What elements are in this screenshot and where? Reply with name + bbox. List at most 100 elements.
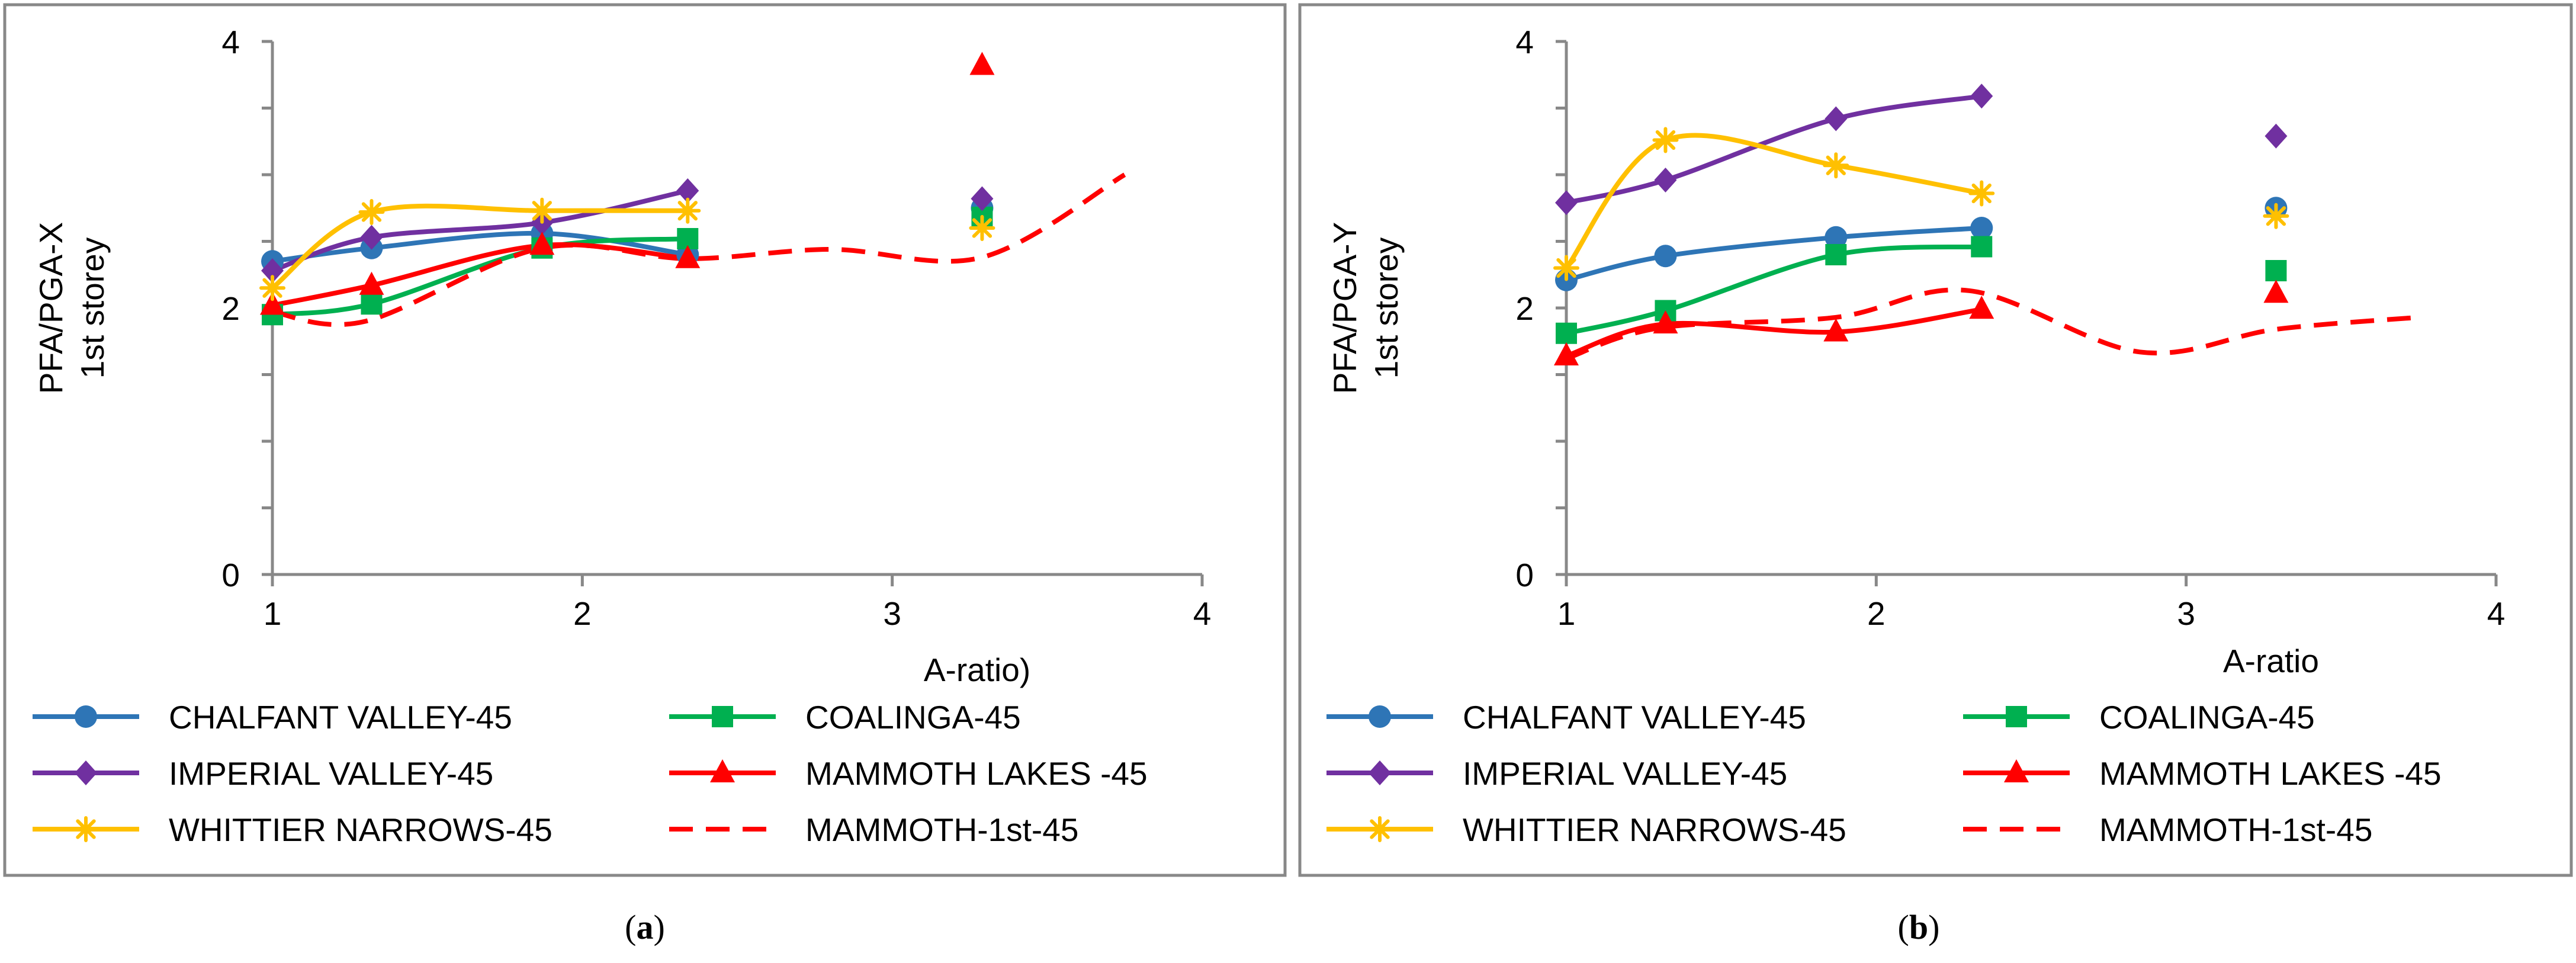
legend-label-whittier-narrows-45-b: WHITTIER NARROWS-45 (1463, 811, 1846, 848)
legend-label-chalfant-valley-45-a: CHALFANT VALLEY-45 (169, 699, 512, 736)
legend-marker-chalfant-valley-45-b (1369, 705, 1391, 728)
data-point-imperial-valley-45-a (261, 258, 284, 283)
x-axis-title-a: A-ratio) (924, 651, 1030, 688)
data-point-whittier-narrows-45-a (674, 197, 701, 224)
series-line-coalinga-45-a (270, 236, 690, 317)
series-line-mammoth-1st-45-a (272, 172, 1126, 328)
legend-marker-whittier-narrows-45-a (73, 816, 99, 842)
x-axis-title-b: A-ratio (2223, 643, 2319, 679)
legend-b: CHALFANT VALLEY-45 COALINGA-45 IMPERIAL VA… (1326, 699, 2442, 848)
outlier-point-whittier-narrows-45-a (969, 215, 995, 241)
data-point-imperial-valley-45-b (1555, 190, 1578, 216)
y-axis-title-line2-b: 1st storey (1368, 237, 1405, 378)
outlier-point-mammoth-lakes-45-b (2263, 280, 2289, 303)
legend-label-coalinga-45-a: COALINGA-45 (805, 699, 1021, 736)
data-point-whittier-narrows-45-a (259, 275, 285, 301)
x-tick-label-a: 4 (1193, 595, 1212, 632)
x-tick-label-a: 1 (264, 595, 282, 632)
chart-frame-a (3, 3, 1287, 877)
legend-label-imperial-valley-45-a: IMPERIAL VALLEY-45 (169, 755, 493, 792)
y-axis-title-line1-a: PFA/PGA-X (33, 222, 69, 394)
x-tick-label-b: 3 (2177, 595, 2195, 632)
data-point-coalinga-45-b (1971, 236, 1993, 258)
data-point-mammoth-lakes-45-b (1554, 342, 1579, 365)
panel-letter-a: a (637, 908, 654, 946)
legend-marker-chalfant-valley-45-a (75, 705, 97, 728)
series-line-whittier-narrows-45-b (1564, 133, 1984, 271)
x-tick-label-b: 2 (1867, 595, 1886, 632)
data-point-whittier-narrows-45-b (1652, 127, 1679, 153)
data-point-whittier-narrows-45-b (1553, 255, 1579, 281)
outlier-point-imperial-valley-45-a (971, 186, 994, 211)
x-tick-label-b: 4 (2487, 595, 2506, 632)
panel-label-a: (a) (625, 908, 665, 946)
series-line-chalfant-valley-45-b (1564, 226, 1984, 283)
data-point-imperial-valley-45-a (360, 224, 383, 250)
series-line-coalinga-45-b (1564, 244, 1984, 336)
x-tick-label-a: 3 (883, 595, 901, 632)
legend-label-mammoth-lakes-45-b: MAMMOTH LAKES -45 (2099, 755, 2442, 792)
legend-label-chalfant-valley-45-b: CHALFANT VALLEY-45 (1463, 699, 1806, 736)
chart-panel-b: 1 2 3 4 0 2 4 PFA/PGA-Y 1st storey A-ratio CHALFA… (1298, 3, 2573, 946)
outlier-point-coalinga-45-b (2265, 260, 2287, 281)
data-point-whittier-narrows-45-a (358, 199, 385, 225)
legend-a: CHALFANT VALLEY-45 COALINGA-45 IMPERIAL VA… (33, 699, 1148, 848)
x-tick-label-a: 2 (573, 595, 592, 632)
legend-label-imperial-valley-45-b: IMPERIAL VALLEY-45 (1463, 755, 1787, 792)
data-point-chalfant-valley-45-b (1654, 245, 1677, 268)
y-tick-label-b: 2 (1515, 290, 1534, 327)
data-point-mammoth-lakes-45-a (675, 245, 701, 268)
legend-marker-whittier-narrows-45-b (1367, 816, 1393, 842)
legend-marker-imperial-valley-45-b (1369, 760, 1391, 785)
data-point-whittier-narrows-45-b (1968, 180, 1995, 207)
data-point-mammoth-lakes-45-b (1823, 318, 1849, 342)
data-point-mammoth-lakes-45-a (529, 232, 555, 255)
data-point-imperial-valley-45-b (1970, 84, 1993, 109)
legend-marker-imperial-valley-45-a (75, 760, 97, 785)
data-point-mammoth-lakes-45-a (359, 271, 384, 295)
series-line-mammoth-lakes-45-b (1564, 307, 1984, 358)
legend-marker-mammoth-lakes-45-b (2004, 759, 2029, 782)
legend-label-mammoth-1st-45-a: MAMMOTH-1st-45 (805, 811, 1078, 848)
data-point-mammoth-lakes-45-b (1969, 296, 1994, 319)
data-point-chalfant-valley-45-b (1825, 226, 1848, 249)
series-line-whittier-narrows-45-a (270, 203, 690, 291)
legend-label-mammoth-1st-45-b: MAMMOTH-1st-45 (2099, 811, 2372, 848)
data-point-mammoth-lakes-45-a (260, 291, 285, 315)
data-point-chalfant-valley-45-b (1970, 217, 1993, 239)
legend-label-mammoth-lakes-45-a: MAMMOTH LAKES -45 (805, 755, 1148, 792)
outlier-point-imperial-valley-45-b (2265, 123, 2288, 149)
y-tick-label-b: 0 (1515, 557, 1534, 593)
y-axis-title-line1-b: PFA/PGA-Y (1326, 222, 1363, 394)
y-tick-label-a: 0 (221, 557, 240, 593)
legend-marker-coalinga-45-a (712, 706, 733, 727)
series-line-imperial-valley-45-a (270, 188, 690, 273)
outlier-point-mammoth-lakes-45-a (969, 52, 995, 75)
legend-label-whittier-narrows-45-a: WHITTIER NARROWS-45 (169, 811, 553, 848)
data-point-coalinga-45-a (361, 293, 383, 315)
data-point-whittier-narrows-45-a (529, 197, 555, 224)
data-point-imperial-valley-45-a (676, 178, 699, 203)
data-point-coalinga-45-b (1825, 244, 1847, 265)
x-tick-label-b: 1 (1557, 595, 1576, 632)
y-axis-title-line2-a: 1st storey (74, 237, 111, 378)
chart-panel-a: 1 2 3 4 0 2 4 PFA/PGA-X 1st storey A-ratio) CHALF… (3, 3, 1287, 946)
outlier-point-whittier-narrows-45-b (2263, 203, 2289, 229)
data-point-imperial-valley-45-b (1825, 106, 1848, 131)
panel-label-b: (b) (1898, 908, 1940, 946)
chart-frame-b (1298, 3, 2573, 877)
panel-letter-b: b (1909, 908, 1928, 946)
y-tick-label-a: 2 (221, 290, 240, 327)
plot-area-a: 1 2 3 4 0 2 4 PFA/PGA-X 1st storey A-ratio) (33, 24, 1211, 688)
legend-marker-coalinga-45-b (2006, 706, 2027, 727)
legend-label-coalinga-45-b: COALINGA-45 (2099, 699, 2315, 736)
legend-marker-mammoth-lakes-45-a (710, 759, 735, 782)
data-point-whittier-narrows-45-b (1823, 152, 1849, 179)
data-point-imperial-valley-45-b (1654, 168, 1677, 192)
data-point-coalinga-45-b (1556, 322, 1577, 344)
series-line-mammoth-1st-45-b (1565, 287, 2419, 361)
plot-area-b: 1 2 3 4 0 2 4 PFA/PGA-Y 1st storey A-ratio (1326, 24, 2505, 679)
y-tick-label-a: 4 (221, 24, 240, 60)
y-tick-label-b: 4 (1515, 24, 1534, 60)
